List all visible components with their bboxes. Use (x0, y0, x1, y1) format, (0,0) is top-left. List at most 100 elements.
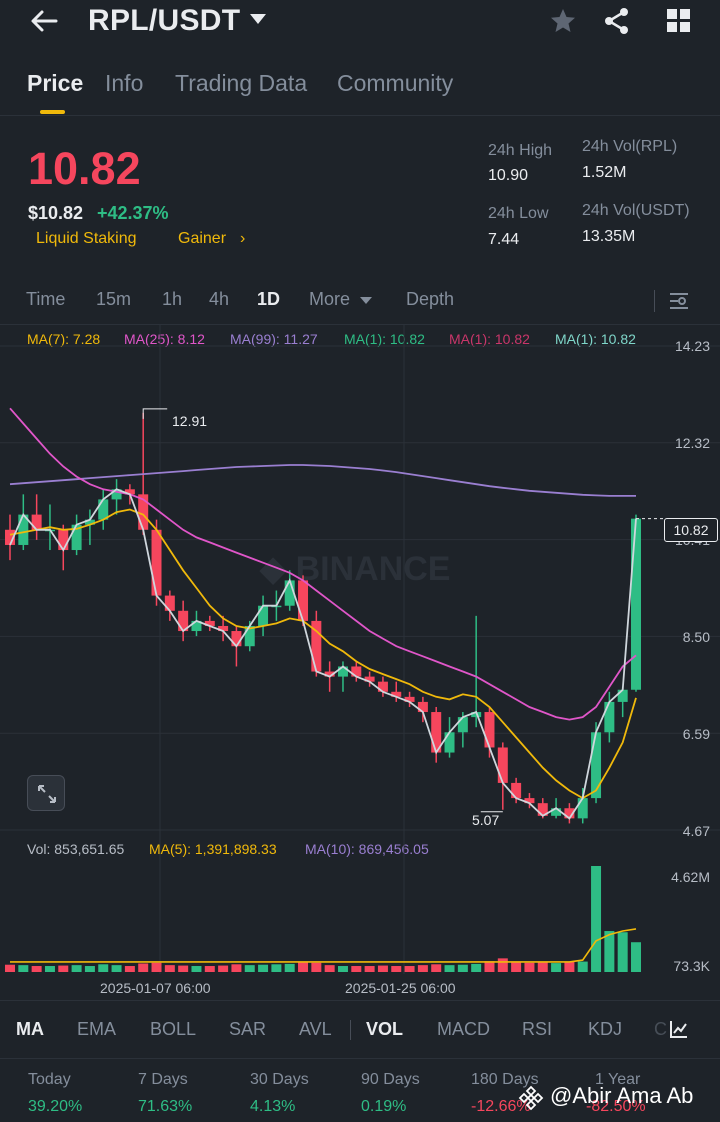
high-label: 24h High (488, 142, 553, 159)
candle-body (138, 494, 149, 530)
volume-bar (324, 965, 335, 972)
candle-body (364, 676, 375, 682)
chevron-down-icon[interactable] (250, 14, 266, 24)
pair-title[interactable]: RPL/USDT (88, 4, 241, 37)
candle-body (191, 620, 202, 632)
volume-bar (218, 965, 229, 972)
low-label: 24h Low (488, 205, 549, 222)
indicator-ema[interactable]: EMA (77, 1019, 117, 1039)
tag-gainer[interactable]: Gainer (178, 230, 227, 247)
volume-bar (44, 966, 55, 972)
candle-body (537, 803, 548, 816)
volume-bar (84, 966, 95, 972)
volume-bar (551, 963, 562, 972)
volume-chart[interactable] (0, 840, 720, 974)
share-icon[interactable] (602, 6, 632, 36)
price-tick: 8.50 (682, 629, 710, 645)
volume-bar (511, 961, 522, 972)
volume-bar (617, 932, 628, 972)
current-price-tag: 10.82 (664, 518, 718, 542)
volume-bar (138, 963, 149, 972)
volume-bar (631, 942, 641, 972)
perf-value: 0.19% (361, 1098, 407, 1115)
indicator-vol[interactable]: VOL (366, 1019, 404, 1039)
candle-body (31, 514, 42, 530)
candle-body (511, 782, 522, 799)
tab-community[interactable]: Community (337, 70, 454, 96)
volume-bar (364, 966, 375, 972)
star-icon[interactable] (548, 6, 578, 36)
volume-bar (111, 965, 122, 972)
ma7-legend: MA(7): 7.28 (27, 331, 101, 347)
tab-trading-data[interactable]: Trading Data (175, 70, 308, 96)
tag-liquid-staking[interactable]: Liquid Staking (36, 230, 137, 247)
candle-body (604, 701, 615, 733)
price-tick: 6.59 (682, 726, 710, 742)
volume-bar (5, 964, 15, 972)
more-caret-icon[interactable] (360, 297, 372, 304)
binance-logo-icon (518, 1085, 544, 1111)
interval-1h[interactable]: 1h (162, 289, 183, 309)
tab-price[interactable]: Price (27, 70, 84, 96)
interval-more[interactable]: More (309, 289, 351, 309)
candle-body (298, 580, 309, 621)
back-arrow-icon[interactable] (28, 6, 60, 36)
candle-body (58, 529, 69, 551)
interval-depth[interactable]: Depth (406, 289, 455, 309)
indicator-macd[interactable]: MACD (437, 1019, 490, 1039)
price-tick: 14.23 (674, 338, 710, 354)
volume-bar (351, 966, 362, 972)
candle-body (391, 691, 402, 697)
date-label: 2025-01-07 06:00 (100, 980, 211, 996)
volume-bar (298, 961, 309, 972)
candle-body (444, 732, 455, 753)
volume-bar (151, 962, 162, 972)
volume-bar (231, 964, 242, 972)
vol-tick: 4.62M (671, 869, 710, 885)
chevron-right-icon[interactable]: › (240, 230, 246, 247)
volume-bar (164, 965, 175, 972)
indicator-more[interactable]: C (654, 1019, 667, 1039)
candle-body (404, 696, 415, 702)
candle-body (351, 666, 362, 677)
volume-bar (577, 961, 588, 972)
candle-body (178, 610, 189, 632)
indicator-avl[interactable]: AVL (299, 1019, 332, 1039)
interval-1d[interactable]: 1D (257, 289, 281, 309)
high-marker-label: 12.91 (172, 413, 208, 429)
candle-body (258, 605, 269, 626)
indicator-kdj[interactable]: KDJ (588, 1019, 623, 1039)
volume-bar (457, 964, 468, 972)
ma99-line (9, 464, 636, 497)
indicator-boll[interactable]: BOLL (150, 1019, 197, 1039)
candle-body (337, 666, 348, 677)
candle-body (431, 712, 442, 753)
volume-bar (377, 965, 388, 972)
indicator-sar[interactable]: SAR (229, 1019, 267, 1039)
indicator-ma[interactable]: MA (16, 1019, 44, 1039)
ma7-line (9, 508, 637, 800)
price-chart[interactable]: ◆ BINANCE (0, 324, 720, 840)
perf-value: -12.66% (471, 1098, 531, 1115)
fullscreen-button[interactable] (27, 775, 65, 811)
ma1-legend-c: MA(1): 10.82 (555, 331, 636, 347)
tab-info[interactable]: Info (105, 70, 144, 96)
volume-bar (258, 964, 269, 972)
volume-bar (311, 962, 322, 972)
indicator-settings-icon[interactable] (668, 1018, 690, 1040)
indicator-rsi[interactable]: RSI (522, 1019, 553, 1039)
chart-settings-icon[interactable] (667, 289, 691, 313)
candle-body (377, 681, 388, 692)
candle-body (324, 671, 335, 677)
candle-body (218, 625, 229, 632)
interval-time[interactable]: Time (26, 289, 66, 309)
grid-menu-icon[interactable] (664, 6, 694, 36)
volume-bar (564, 961, 575, 972)
volume-bar (537, 962, 548, 972)
vol-quote-label: 24h Vol(USDT) (582, 202, 690, 219)
chart-top-divider (0, 324, 720, 325)
volume-bar (404, 966, 415, 972)
interval-15m[interactable]: 15m (96, 289, 132, 309)
perf-label: 180 Days (471, 1071, 539, 1088)
interval-4h[interactable]: 4h (209, 289, 230, 309)
